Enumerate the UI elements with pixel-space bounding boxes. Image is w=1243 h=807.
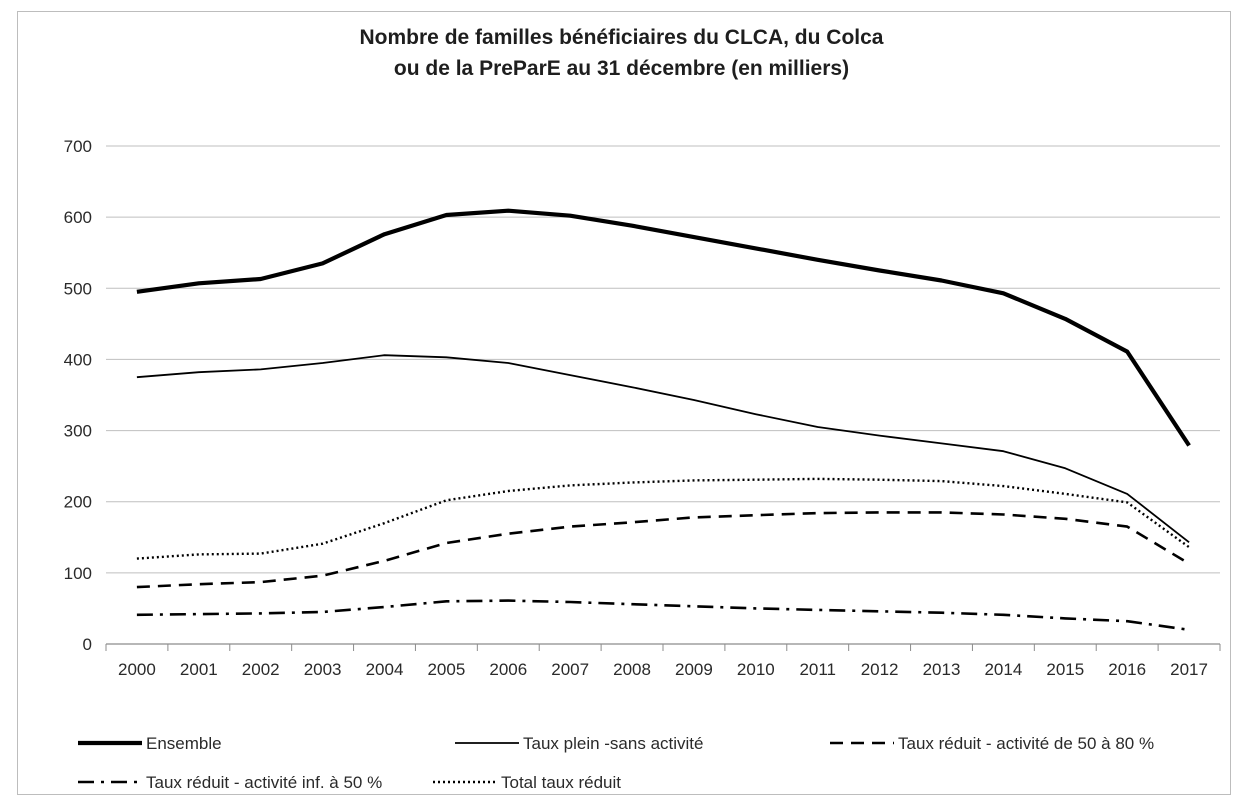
legend-label-3: Taux réduit - activité de 50 à 80 %: [898, 734, 1154, 753]
series-line-2: [136, 354, 1190, 544]
x-tick-label-2011: 2011: [799, 660, 836, 679]
series-line-3: [136, 511, 1190, 589]
x-tick-label-2005: 2005: [427, 660, 465, 679]
x-tick-label-2016: 2016: [1108, 660, 1146, 679]
x-tick-label-2012: 2012: [861, 660, 899, 679]
y-tick-label-0: 0: [83, 635, 92, 654]
x-axis: 2000 2001 2002 2003 2004 2005 2006 2007 2008 2009…: [105, 643, 1221, 679]
y-tick-label-700: 700: [64, 137, 92, 156]
series-line-5: [136, 477, 1190, 560]
gridlines: [106, 145, 1220, 574]
x-tick-label-2002: 2002: [242, 660, 280, 679]
series-line-4: [136, 599, 1190, 632]
x-tick-label-2006: 2006: [489, 660, 527, 679]
x-tick-label-2003: 2003: [304, 660, 342, 679]
chart-title-line-2: ou de la PreParE au 31 décembre (en mill…: [393, 57, 850, 80]
series-lines: [136, 208, 1191, 632]
x-tick-label-2017: 2017: [1170, 660, 1208, 679]
chart-title: Nombre de familles bénéficiaires du CLCA…: [0, 22, 1243, 84]
legend-label-5: Total taux réduit: [501, 773, 621, 792]
y-tick-label-300: 300: [64, 422, 92, 441]
x-tick-label-2007: 2007: [551, 660, 589, 679]
x-tick-label-2010: 2010: [737, 660, 775, 679]
legend-label-2: Taux plein -sans activité: [523, 734, 703, 753]
x-tick-label-2009: 2009: [675, 660, 713, 679]
series-line-1: [136, 208, 1191, 447]
x-tick-label-2008: 2008: [613, 660, 651, 679]
x-tick-label-2013: 2013: [923, 660, 961, 679]
legend-label-1: Ensemble: [146, 734, 222, 753]
y-axis-ticks: 0 100 200 300 400 500 600 700: [64, 137, 92, 654]
y-tick-label-400: 400: [64, 350, 92, 369]
x-tick-label-2004: 2004: [366, 660, 404, 679]
legend-label-4: Taux réduit - activité inf. à 50 %: [146, 773, 382, 792]
legend: Ensemble Taux plein -sans activité Taux ré…: [78, 734, 1154, 792]
x-tick-label-2001: 2001: [180, 660, 218, 679]
x-tick-label-2014: 2014: [984, 660, 1022, 679]
y-tick-label-100: 100: [64, 564, 92, 583]
chart-title-line-1: Nombre de familles bénéficiaires du CLCA…: [359, 26, 884, 49]
y-tick-label-200: 200: [64, 493, 92, 512]
x-tick-label-2000: 2000: [118, 660, 156, 679]
y-tick-label-500: 500: [64, 279, 92, 298]
y-tick-label-600: 600: [64, 208, 92, 227]
x-tick-label-2015: 2015: [1046, 660, 1084, 679]
chart-frame: [17, 11, 1231, 795]
